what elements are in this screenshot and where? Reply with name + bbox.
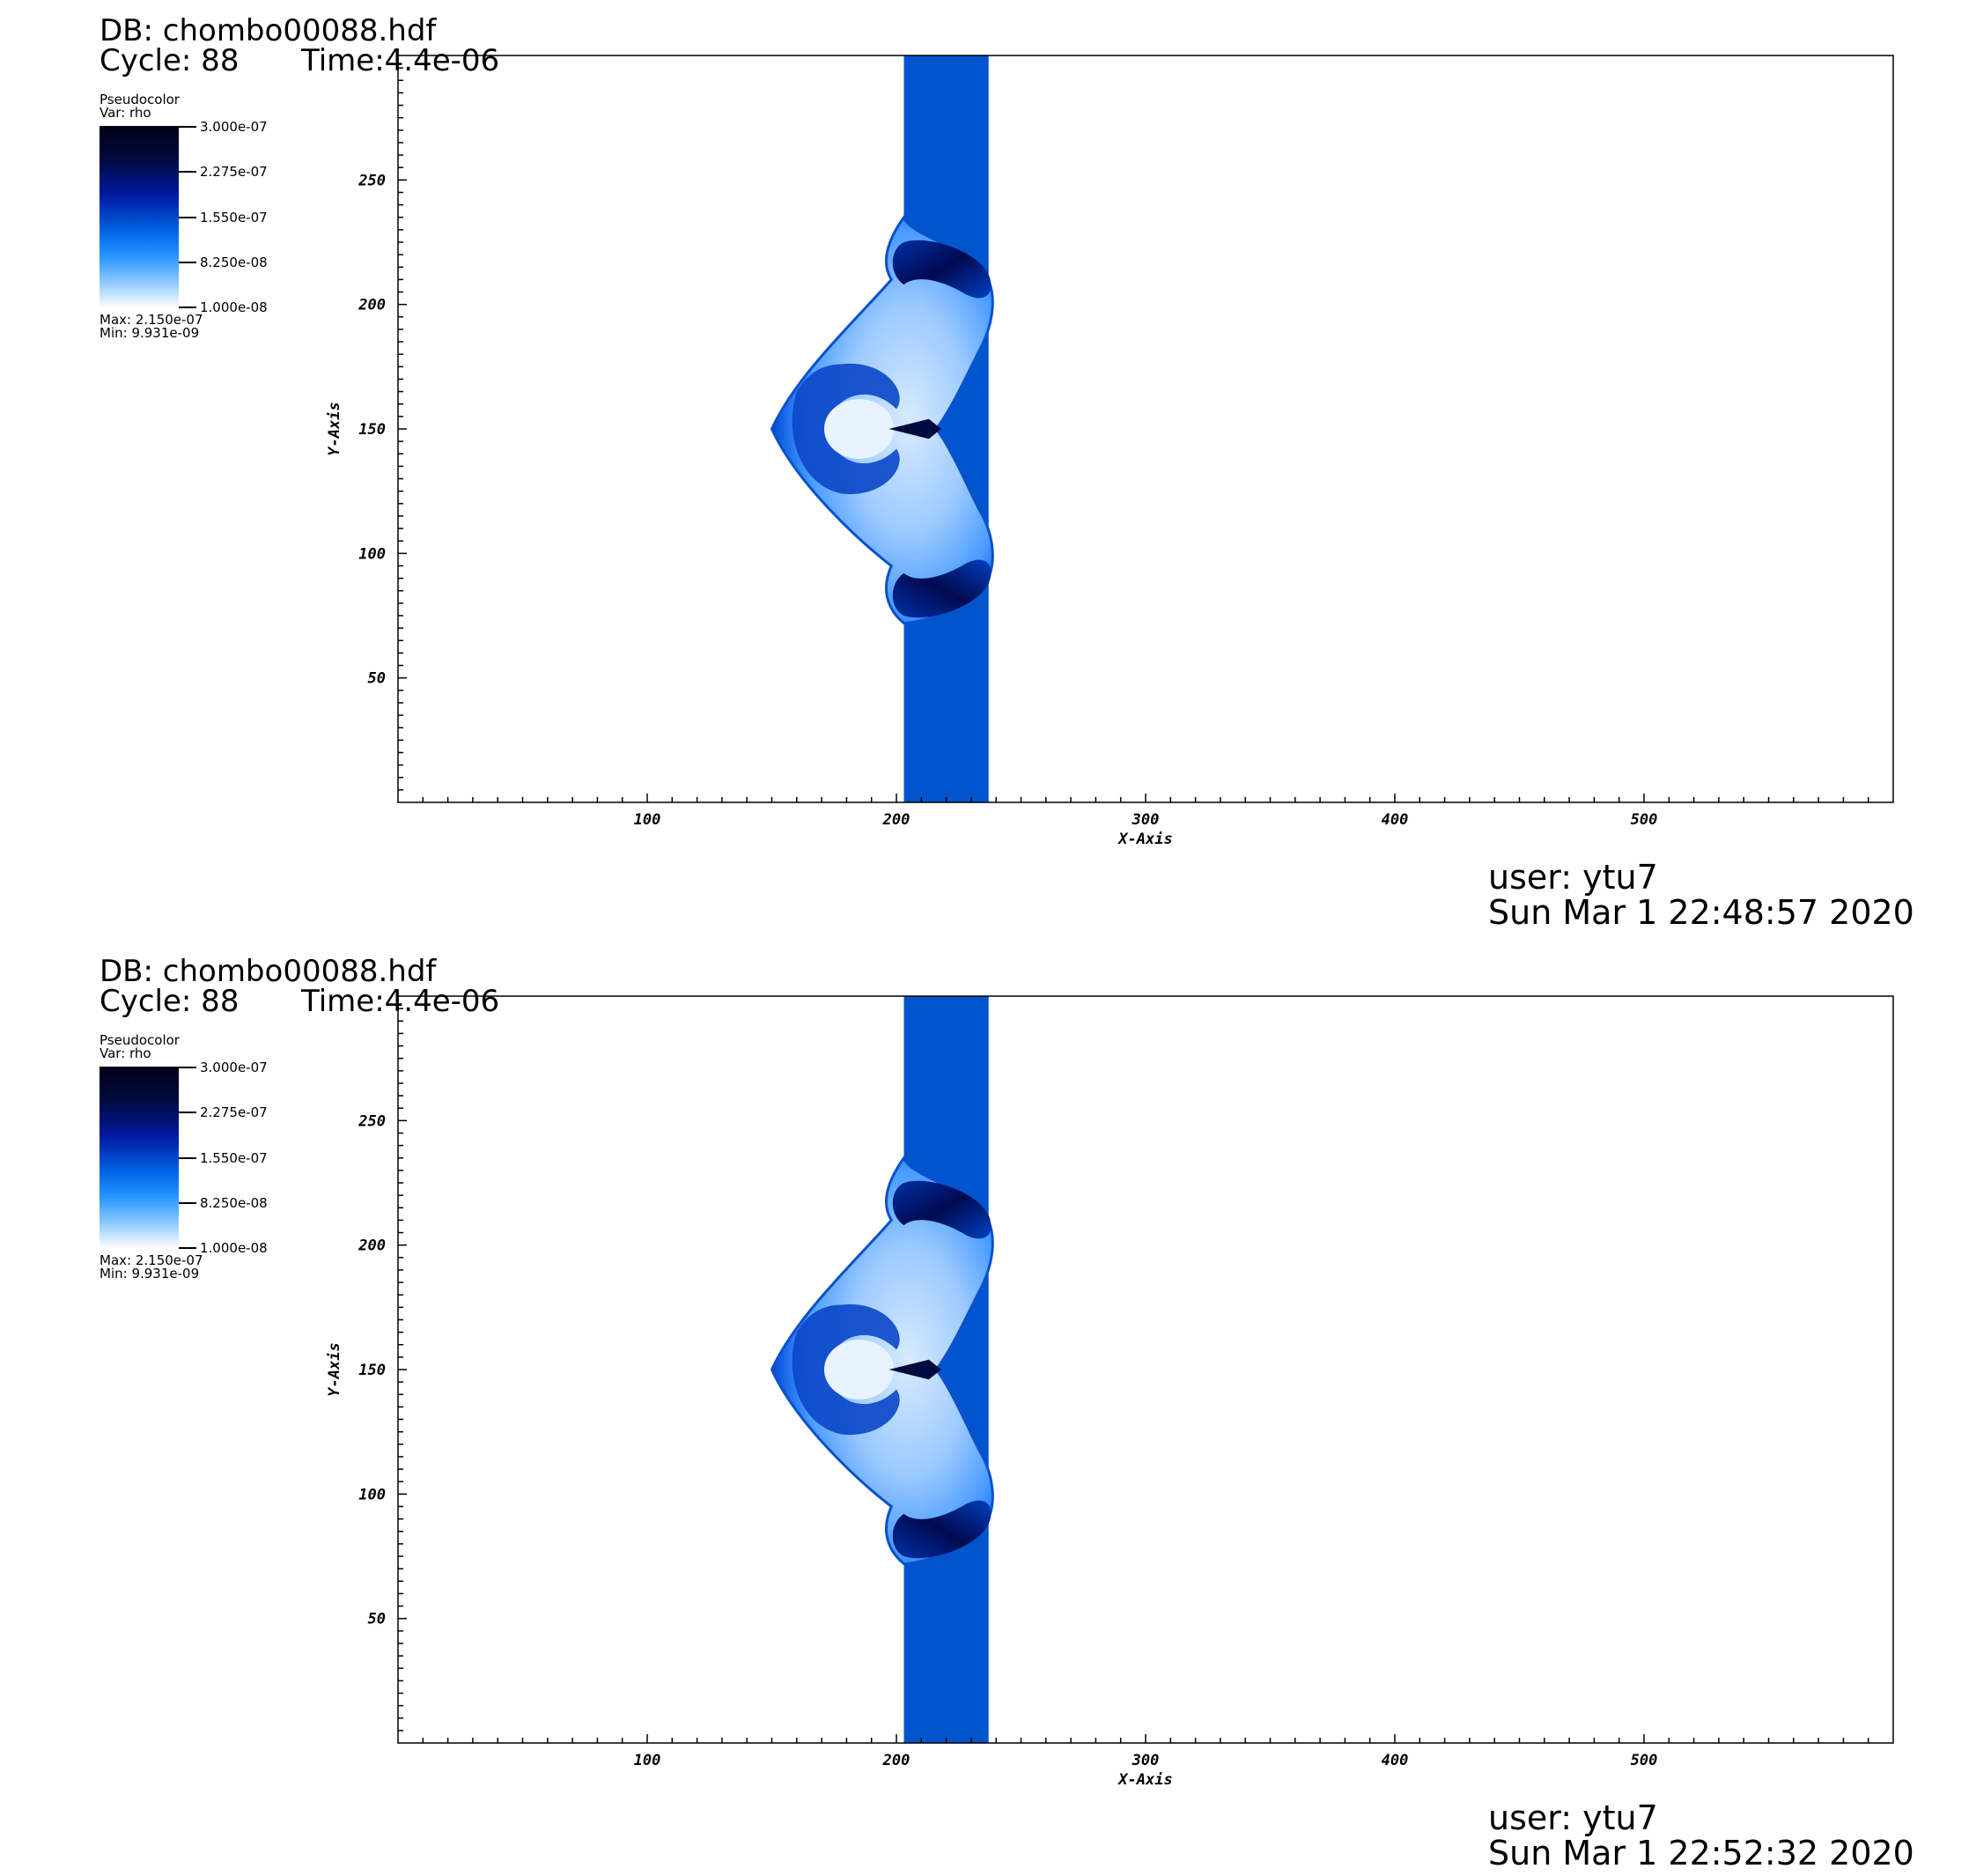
database-label: DB: chombo00088.hdf — [100, 954, 437, 989]
colorbar-tick — [179, 1202, 196, 1204]
colorbar-tick-label: 1.000e-08 — [200, 1240, 268, 1256]
date-label: Sun Mar 1 22:48:57 2020 — [1488, 893, 1914, 932]
legend-min: Min: 9.931e-09 — [100, 325, 200, 341]
y-tick-label: 50 — [368, 1611, 386, 1629]
colorbar-tick-label: 2.275e-07 — [200, 164, 268, 180]
x-tick-label: 500 — [1631, 811, 1658, 829]
legend-variable: Var: rho — [100, 1045, 151, 1061]
vortex-core — [823, 1340, 895, 1400]
colorbar-tick-label: 8.250e-08 — [200, 1195, 268, 1211]
legend-max: Max: 2.150e-07 — [100, 1252, 203, 1268]
plot-panel-1: 100 200 300 400 500 50 100 150 200 250 X-Axis Y-Axi… — [0, 941, 1976, 1876]
colorbar-tick-label: 1.550e-07 — [200, 210, 268, 225]
x-tick-label: 400 — [1382, 1752, 1409, 1769]
x-tick-label: 100 — [634, 811, 661, 829]
x-tick-label: 400 — [1382, 811, 1409, 829]
plot-frame — [397, 995, 1894, 1744]
plot-svg: 100 200 300 400 500 50 100 150 200 250 X-Axis Y-Axi… — [326, 995, 1894, 1789]
colorbar-tick — [179, 217, 196, 218]
plot-svg: 100 200 300 400 500 50 100 150 200 250 X-Axis Y-Axi… — [326, 55, 1894, 848]
y-axis-title: Y-Axis — [326, 1342, 343, 1396]
colorbar — [100, 126, 179, 307]
x-tick-label: 100 — [634, 1752, 661, 1769]
plot-frame — [397, 55, 1894, 803]
colorbar-tick-label: 3.000e-07 — [200, 119, 268, 135]
y-tick-label: 200 — [358, 297, 386, 314]
density-field — [770, 55, 994, 802]
x-tick-label: 200 — [882, 811, 911, 829]
dense-cap-top — [892, 1180, 992, 1239]
jet-tip — [888, 1359, 941, 1380]
y-tick-label: 250 — [358, 1112, 386, 1130]
colorbar-tick-label: 1.550e-07 — [200, 1150, 268, 1166]
dense-cap-bottom — [892, 559, 992, 618]
y-tick-label: 100 — [358, 545, 386, 563]
legend-min: Min: 9.931e-09 — [100, 1266, 200, 1281]
x-axis-title: X-Axis — [1117, 831, 1172, 848]
x-tick-label: 300 — [1132, 811, 1160, 829]
plot-panel-0: 100 200 300 400 500 50 100 150 200 250 X-Axis Y-Axi… — [0, 0, 1976, 935]
colorbar-tick — [179, 262, 196, 263]
time-label: Time:4.4e-06 — [301, 43, 500, 78]
legend-plot-type: Pseudocolor — [100, 92, 180, 107]
user-label: user: ytu7 — [1488, 858, 1658, 897]
legend-plot-type: Pseudocolor — [100, 1032, 180, 1048]
time-label: Time:4.4e-06 — [301, 984, 500, 1019]
colorbar-tick — [179, 171, 196, 173]
vortex-ring — [792, 363, 900, 495]
user-label: user: ytu7 — [1488, 1798, 1658, 1837]
colorbar-tick — [179, 126, 196, 128]
colorbar-tick — [179, 307, 196, 308]
y-tick-label: 200 — [358, 1237, 386, 1255]
legend-max: Max: 2.150e-07 — [100, 312, 203, 328]
y-tick-label: 50 — [368, 670, 386, 688]
cycle-label: Cycle: 88 — [100, 43, 240, 78]
colorbar-tick-label: 8.250e-08 — [200, 255, 268, 270]
colorbar-tick-label: 1.000e-08 — [200, 299, 268, 315]
colorbar-tick — [179, 1112, 196, 1113]
legend-variable: Var: rho — [100, 105, 151, 121]
dense-cap-top — [892, 240, 992, 299]
jet-tip — [888, 418, 941, 439]
density-field — [770, 996, 994, 1743]
y-axis-title: Y-Axis — [326, 402, 343, 455]
y-tick-label: 150 — [358, 1362, 386, 1379]
cycle-label: Cycle: 88 — [100, 984, 240, 1019]
colorbar-tick — [179, 1067, 196, 1068]
database-label: DB: chombo00088.hdf — [100, 13, 437, 48]
y-tick-label: 250 — [358, 172, 386, 189]
vortex-ring — [792, 1304, 900, 1436]
colorbar — [100, 1067, 179, 1248]
x-tick-label: 200 — [882, 1752, 911, 1769]
y-tick-label: 100 — [358, 1486, 386, 1503]
dense-cap-bottom — [892, 1500, 992, 1559]
colorbar-tick — [179, 1157, 196, 1159]
colorbar-tick-label: 3.000e-07 — [200, 1060, 268, 1075]
vortex-core — [823, 399, 895, 459]
date-label: Sun Mar 1 22:52:32 2020 — [1488, 1834, 1914, 1872]
y-tick-label: 150 — [358, 421, 386, 439]
colorbar-tick-label: 2.275e-07 — [200, 1104, 268, 1120]
colorbar-tick — [179, 1247, 196, 1249]
x-tick-label: 500 — [1631, 1752, 1658, 1769]
x-axis-title: X-Axis — [1117, 1771, 1172, 1789]
x-tick-label: 300 — [1132, 1752, 1160, 1769]
